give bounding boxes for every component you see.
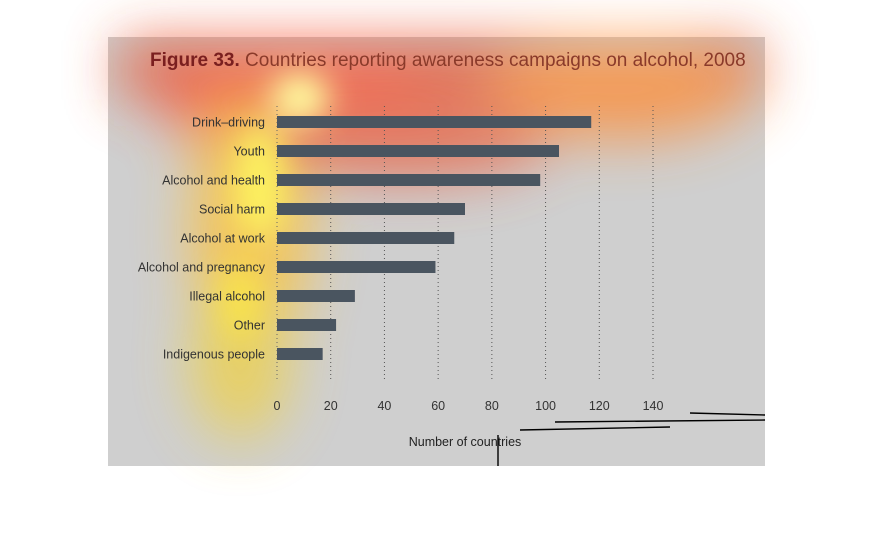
bar-0 [277,116,592,128]
chart-title: Figure 33. Countries reporting awareness… [150,50,746,72]
bar-7 [277,319,337,331]
x-tick-label-40: 40 [377,399,391,413]
category-label-4: Alcohol at work [180,232,266,246]
bar-1 [277,145,559,157]
category-label-3: Social harm [199,203,265,217]
x-tick-label-100: 100 [535,399,556,413]
x-axis-label: Number of countries [409,435,522,449]
x-tick-label-140: 140 [643,399,664,413]
x-tick-label-0: 0 [274,399,281,413]
figure-number: Figure 33. [150,50,240,71]
category-label-8: Indigenous people [163,348,265,362]
bar-8 [277,348,323,360]
category-label-7: Other [234,319,265,333]
bar-3 [277,203,465,215]
figure-title-text: Countries reporting awareness campaigns … [245,50,746,71]
x-tick-label-20: 20 [324,399,338,413]
category-label-2: Alcohol and health [162,174,265,188]
category-label-0: Drink–driving [192,116,265,130]
bar-6 [277,290,355,302]
bar-2 [277,174,541,186]
category-label-6: Illegal alcohol [189,290,265,304]
bar-4 [277,232,455,244]
x-tick-label-120: 120 [589,399,610,413]
category-label-1: Youth [233,145,265,159]
x-tick-label-80: 80 [485,399,499,413]
category-label-5: Alcohol and pregnancy [138,261,266,275]
bar-5 [277,261,436,273]
x-tick-label-60: 60 [431,399,445,413]
